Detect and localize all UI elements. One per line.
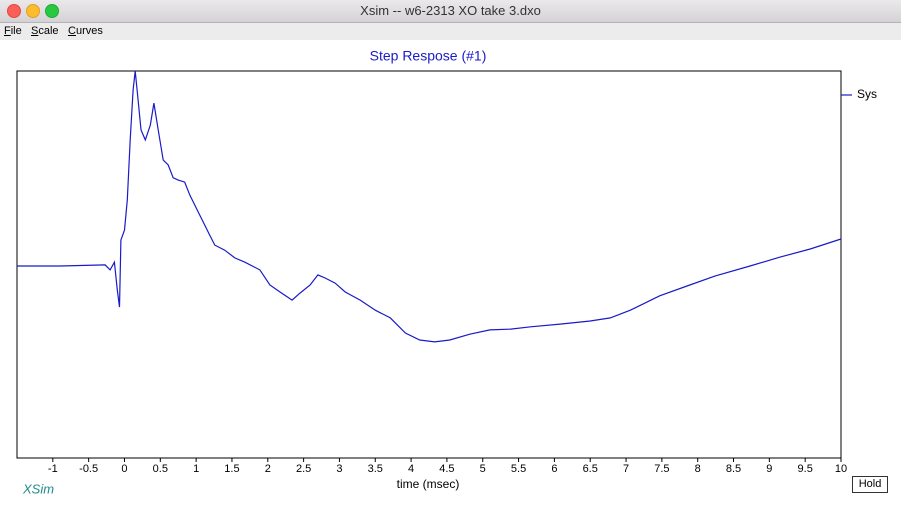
- x-tick-label: 6: [551, 463, 557, 475]
- x-axis-label: time (msec): [397, 477, 460, 491]
- x-tick-label: 0.5: [153, 463, 168, 475]
- x-tick-label: 1: [193, 463, 199, 475]
- x-tick-label: 9.5: [798, 463, 813, 475]
- legend-label: Sys: [857, 87, 877, 101]
- window-title: Xsim -- w6-2313 XO take 3.dxo: [360, 3, 541, 18]
- x-tick-label: 6.5: [583, 463, 598, 475]
- x-tick-label: 10: [835, 463, 847, 475]
- x-tick-label: -0.5: [79, 463, 98, 475]
- x-tick-label: 1.5: [224, 463, 239, 475]
- menu-item[interactable]: Curves: [68, 25, 103, 37]
- chart: Step Respose (#1) time (msec) XSim -1 -0.…: [16, 48, 877, 496]
- x-tick-label: 8.5: [726, 463, 741, 475]
- x-tick-label: 4.5: [439, 463, 454, 475]
- x-tick-label: 3.5: [368, 463, 383, 475]
- hold-button[interactable]: Hold: [852, 476, 888, 493]
- x-tick-label: -1: [48, 463, 58, 475]
- menu-item[interactable]: File: [4, 25, 22, 37]
- x-tick-label: 7.5: [654, 463, 669, 475]
- menu-item[interactable]: Scale: [31, 25, 59, 37]
- minimize-button[interactable]: [26, 4, 40, 18]
- plot-frame: [16, 70, 842, 459]
- x-tick-label: 4: [408, 463, 414, 475]
- close-button[interactable]: [7, 4, 21, 18]
- x-tick-label: 0: [121, 463, 127, 475]
- x-tick-label: 5: [480, 463, 486, 475]
- x-tick-label: 8: [695, 463, 701, 475]
- chart-title: Step Respose (#1): [370, 48, 487, 64]
- data-line: [17, 70, 842, 343]
- x-tick-label: 7: [623, 463, 629, 475]
- title-bar: Xsim -- w6-2313 XO take 3.dxo: [0, 0, 901, 23]
- x-tick-label: 5.5: [511, 463, 526, 475]
- x-tick-label: 3: [336, 463, 342, 475]
- x-tick-label: 9: [766, 463, 772, 475]
- zoom-button[interactable]: [45, 4, 59, 18]
- x-tick-label: 2.5: [296, 463, 311, 475]
- x-tick-label: 2: [265, 463, 271, 475]
- logo: XSim: [22, 481, 54, 496]
- menu-bar: File Scale Curves: [0, 23, 901, 40]
